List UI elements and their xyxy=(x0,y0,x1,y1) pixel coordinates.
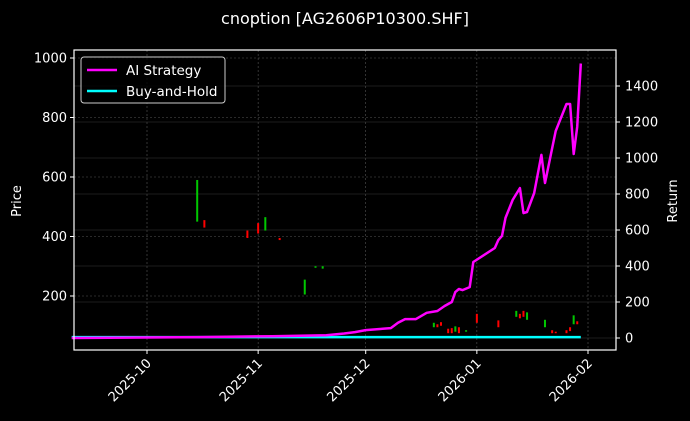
candle xyxy=(543,319,546,328)
left-y-axis: 200 400 600 800 1000 xyxy=(34,52,74,305)
series-lines xyxy=(71,63,583,340)
left-tick-label: 1000 xyxy=(34,52,67,67)
candle xyxy=(432,322,435,328)
left-tick-label: 200 xyxy=(42,290,67,305)
candle xyxy=(475,313,478,323)
candle xyxy=(551,330,554,334)
legend-label-buy-and-hold: Buy-and-Hold xyxy=(126,84,217,100)
candle xyxy=(447,328,450,334)
candlesticks xyxy=(196,179,579,334)
right-tick-label: 0 xyxy=(625,332,633,347)
candle xyxy=(565,330,568,334)
candle xyxy=(196,179,199,222)
left-tick-label: 800 xyxy=(42,111,67,126)
chart-title: cnoption [AG2606P10300.SHF] xyxy=(221,9,469,28)
candle xyxy=(465,330,468,332)
right-tick-label: 1000 xyxy=(625,152,658,167)
right-tick-label: 400 xyxy=(625,260,650,275)
gridlines xyxy=(74,50,616,350)
right-tick-label: 1200 xyxy=(625,116,658,131)
candle xyxy=(572,315,575,325)
candle xyxy=(569,327,572,332)
candle xyxy=(522,310,525,317)
candle xyxy=(518,313,521,319)
candle xyxy=(497,320,500,328)
candle xyxy=(450,328,453,334)
candle xyxy=(526,312,529,320)
candle xyxy=(554,331,557,334)
candle xyxy=(457,327,460,334)
right-tick-label: 200 xyxy=(625,296,650,311)
candle xyxy=(515,310,518,317)
candle xyxy=(246,230,249,238)
plot-frame xyxy=(73,49,617,351)
right-y-axis: 0 200 400 600 800 1000 1200 1400 xyxy=(616,80,658,347)
candle xyxy=(278,237,281,241)
candle xyxy=(203,220,206,228)
candle xyxy=(314,266,317,268)
legend-label-ai-strategy: AI Strategy xyxy=(126,63,201,79)
candle xyxy=(440,322,442,326)
candle xyxy=(436,324,439,328)
left-tick-label: 600 xyxy=(42,171,67,186)
left-axis-label: Price xyxy=(10,185,25,217)
candle xyxy=(257,223,260,234)
candle xyxy=(321,266,324,269)
candle xyxy=(454,326,457,332)
legend: AI Strategy Buy-and-Hold xyxy=(80,56,226,104)
right-axis-label: Return xyxy=(666,179,681,222)
candle xyxy=(264,217,267,231)
ai-strategy-line xyxy=(71,63,583,340)
left-tick-label: 400 xyxy=(42,230,67,245)
right-tick-label: 800 xyxy=(625,188,650,203)
candle xyxy=(303,279,306,295)
right-tick-label: 600 xyxy=(625,224,650,239)
right-tick-label: 1400 xyxy=(625,80,658,95)
candle xyxy=(576,321,579,325)
